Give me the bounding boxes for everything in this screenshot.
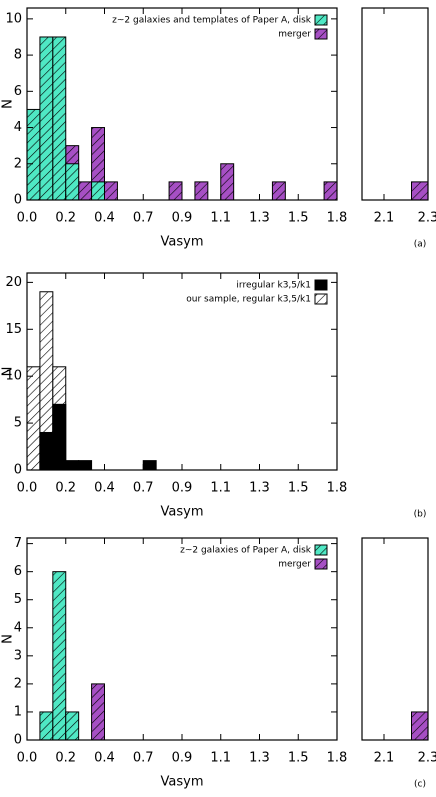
bar-hatch xyxy=(39,711,53,740)
bar xyxy=(78,460,93,471)
bar xyxy=(65,460,80,471)
y-tick-label: 0 xyxy=(14,193,22,208)
y-tick-label: 10 xyxy=(5,11,22,26)
panel-label: (c) xyxy=(414,780,426,790)
bar-hatch xyxy=(411,181,428,200)
legend-swatch-hatch xyxy=(315,15,327,25)
legend-label: irregular k3,5/k1 xyxy=(236,281,311,291)
y-tick-label: 7 xyxy=(14,536,22,551)
bar-hatch xyxy=(65,711,79,740)
legend-label: merger xyxy=(278,30,311,40)
x-tick-label: 0.0 xyxy=(17,211,38,226)
y-tick-label: 4 xyxy=(14,120,22,135)
panel-label: (b) xyxy=(414,510,427,520)
y-tick-label: 2 xyxy=(14,156,22,171)
legend-swatch-hatch xyxy=(315,29,327,39)
y-tick-label: 4 xyxy=(14,620,22,635)
x-tick-label: 0.9 xyxy=(172,751,193,766)
y-tick-label: 2 xyxy=(14,676,22,691)
x-tick-label: 1.5 xyxy=(288,751,309,766)
x-tick-label: 0.9 xyxy=(172,481,193,496)
bar-hatch xyxy=(65,163,79,200)
y-tick-label: 5 xyxy=(14,416,22,431)
bar xyxy=(52,403,67,471)
x-axis-label: Vasym xyxy=(161,505,204,520)
bar-hatch xyxy=(52,36,66,200)
bar-hatch xyxy=(169,181,182,200)
bar-hatch xyxy=(39,291,53,470)
y-tick-label: 10 xyxy=(5,369,22,384)
x-tick-label: 2.1 xyxy=(374,751,395,766)
bar xyxy=(39,431,54,471)
bar-hatch xyxy=(324,181,337,200)
bar-hatch xyxy=(411,711,428,740)
y-tick-label: 5 xyxy=(14,592,22,607)
x-tick-label: 0.0 xyxy=(17,481,38,496)
y-axis-label: N xyxy=(1,634,16,644)
x-tick-label: 1.8 xyxy=(327,481,348,496)
legend-label: merger xyxy=(278,560,311,570)
plot-frame xyxy=(361,537,429,741)
y-tick-label: 6 xyxy=(14,564,22,579)
x-tick-label: 2.3 xyxy=(418,211,436,226)
y-tick-label: 15 xyxy=(5,322,22,337)
bar-hatch xyxy=(194,181,208,200)
bar-hatch xyxy=(104,181,118,200)
bar-hatch xyxy=(78,181,92,200)
legend-swatch-hatch xyxy=(315,545,327,555)
y-tick-label: 6 xyxy=(14,84,22,99)
y-axis-label: N xyxy=(1,367,16,377)
x-tick-label: 0.7 xyxy=(133,751,154,766)
x-tick-label: 0.7 xyxy=(133,211,154,226)
legend-swatch-hatch xyxy=(315,559,327,569)
legend-label: z~2 galaxies of Paper A, disk xyxy=(180,546,312,556)
x-tick-label: 1.8 xyxy=(327,751,348,766)
plot-frame xyxy=(361,7,429,201)
x-tick-label: 1.3 xyxy=(249,751,270,766)
x-tick-label: 1.1 xyxy=(210,211,231,226)
y-axis-label: N xyxy=(1,99,16,109)
legend-swatch xyxy=(314,279,328,291)
bar-hatch xyxy=(27,109,40,200)
bar-hatch xyxy=(91,181,105,200)
x-tick-label: 0.2 xyxy=(55,751,76,766)
x-tick-label: 0.7 xyxy=(133,481,154,496)
y-tick-label: 0 xyxy=(14,463,22,478)
x-tick-label: 0.2 xyxy=(55,211,76,226)
x-tick-label: 0.4 xyxy=(94,481,115,496)
x-tick-label: 1.5 xyxy=(288,211,309,226)
x-tick-label: 1.3 xyxy=(249,481,270,496)
x-tick-label: 1.1 xyxy=(210,751,231,766)
x-tick-label: 2.1 xyxy=(374,211,395,226)
x-tick-label: 1.8 xyxy=(327,211,348,226)
y-tick-label: 3 xyxy=(14,648,22,663)
x-tick-label: 2.3 xyxy=(418,751,436,766)
x-axis-label: Vasym xyxy=(161,235,204,250)
x-tick-label: 0.9 xyxy=(172,211,193,226)
x-tick-label: 1.5 xyxy=(288,481,309,496)
y-tick-label: 0 xyxy=(14,733,22,748)
legend-swatch-hatch xyxy=(315,294,327,304)
x-tick-label: 0.4 xyxy=(94,211,115,226)
x-tick-label: 1.3 xyxy=(249,211,270,226)
y-tick-label: 8 xyxy=(14,48,22,63)
legend-label: our sample, regular k3,5/k1 xyxy=(186,295,311,305)
bar-hatch xyxy=(39,36,53,200)
bar-hatch xyxy=(27,366,40,470)
y-tick-label: 1 xyxy=(14,704,22,719)
bar-hatch xyxy=(52,571,66,740)
bar-hatch xyxy=(272,181,286,200)
bar xyxy=(142,460,157,471)
x-tick-label: 1.1 xyxy=(210,481,231,496)
x-axis-label: Vasym xyxy=(161,775,204,790)
x-tick-label: 0.4 xyxy=(94,751,115,766)
bar-hatch xyxy=(91,683,105,740)
legend-label: z~2 galaxies and templates of Paper A, d… xyxy=(112,16,312,26)
bar-hatch xyxy=(220,163,234,200)
y-tick-label: 20 xyxy=(5,275,22,290)
x-tick-label: 0.2 xyxy=(55,481,76,496)
panel-label: (a) xyxy=(414,240,427,250)
x-tick-label: 0.0 xyxy=(17,751,38,766)
